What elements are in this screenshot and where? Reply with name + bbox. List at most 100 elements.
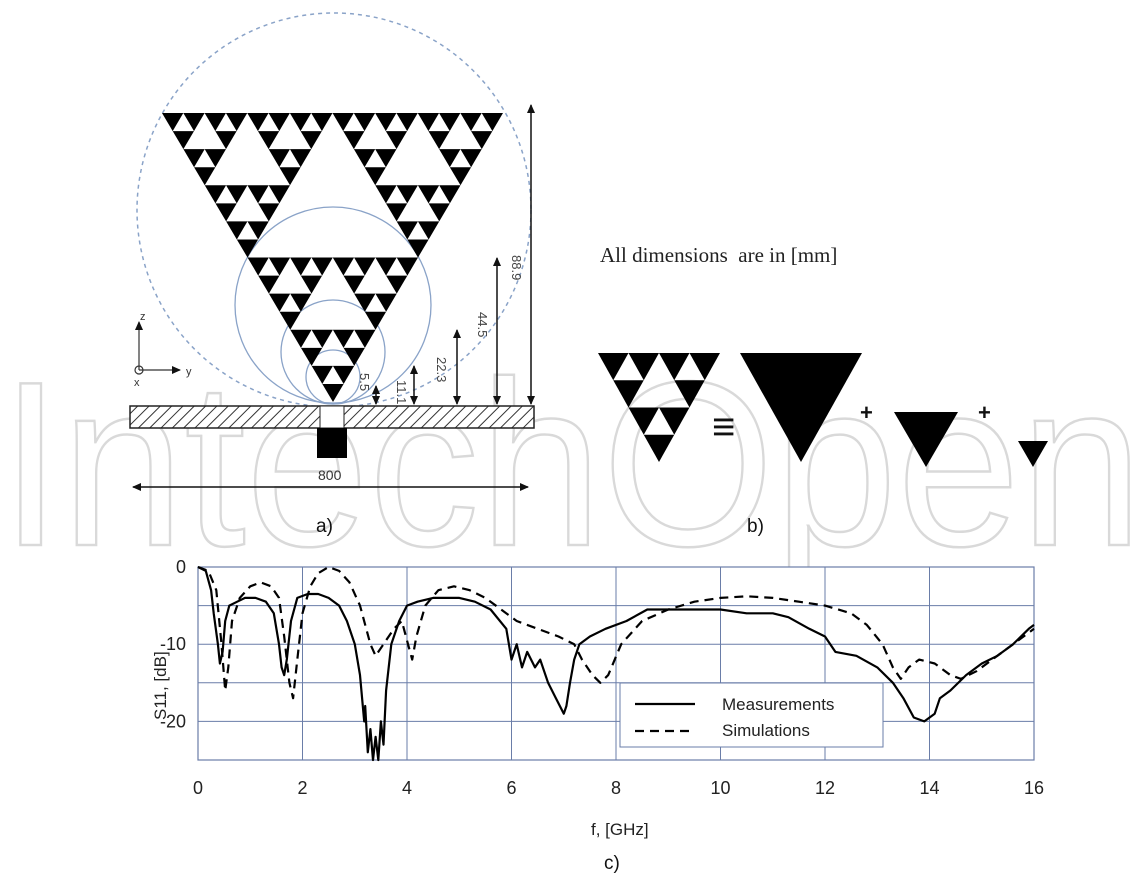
gasket-cell: [353, 113, 376, 132]
gasket-cell: [332, 329, 355, 348]
gasket-cell: [215, 203, 237, 222]
gasket-cell: [311, 329, 333, 348]
gasket-cell: [300, 131, 322, 150]
gasket-cell: [332, 257, 355, 276]
gasket-cell: [172, 131, 194, 150]
gasket-cell: [396, 221, 418, 240]
gasket-cell: [257, 131, 280, 150]
gasket-cell: [236, 239, 259, 258]
dim-label-5-5: 5.5: [357, 373, 372, 391]
gasket-cell: [481, 113, 503, 132]
chart-legend: Measurements Simulations: [619, 682, 884, 748]
gasket-cell: [258, 203, 280, 222]
y-tick-label: -10: [160, 634, 186, 654]
gasket-cell: [290, 293, 312, 312]
equivalence-sign: ≡: [712, 405, 735, 449]
gasket-cell: [332, 365, 355, 384]
gasket-cell: [322, 383, 344, 402]
x-tick-label: 12: [815, 778, 835, 798]
gasket-cell: [194, 167, 216, 186]
series-line-simulations: [197, 565, 1035, 700]
x-tick-label: 2: [297, 778, 307, 798]
series-line-measurements: [197, 566, 1035, 762]
gasket-cell: [375, 293, 397, 312]
gasket-cell: [226, 185, 248, 204]
gasket-cell: [353, 149, 376, 168]
gasket-cell: [689, 353, 720, 381]
gasket-cell: [385, 203, 408, 222]
gasket-cell: [417, 185, 440, 204]
sierpinski-gasket: [162, 113, 503, 402]
gasket-cell: [279, 167, 301, 186]
axis-label-y: y: [186, 366, 192, 378]
caption-b: b): [747, 516, 764, 537]
gasket-cell: [258, 275, 280, 294]
gasket-cell: [247, 185, 269, 204]
plus-sign-1: +: [860, 400, 873, 425]
gasket-cell: [460, 113, 482, 132]
gasket-cell: [364, 311, 387, 330]
radiation-sphere-1: [234, 206, 432, 404]
gasket-cell: [460, 149, 482, 168]
triangle-large: [740, 353, 862, 462]
gasket-cell: [375, 185, 397, 204]
gasket-cell: [268, 185, 290, 204]
y-tick-label: 0: [176, 557, 186, 577]
gasket-cell: [428, 131, 450, 150]
panel-c-s11-chart: 0 2 4 6 8 10 12 14 160-10-20 f, [GHz] S11, [dB] …: [151, 557, 1044, 839]
gasket-cell: [225, 113, 248, 132]
gasket-cell: [439, 185, 461, 204]
gasket-cell: [375, 257, 397, 276]
gasket-cell: [659, 353, 690, 381]
gasket-cell: [417, 221, 440, 240]
gasket-cell: [598, 353, 629, 381]
gasket-cell: [268, 293, 291, 312]
panel-b-decomposition: ≡ + +: [598, 353, 1048, 467]
gasket-cell: [204, 149, 226, 168]
gasket-cell: [215, 131, 237, 150]
axis-label-z: z: [140, 311, 146, 323]
triangle-medium: [894, 412, 958, 467]
x-tick-label: 10: [710, 778, 730, 798]
x-tick-label: 6: [506, 778, 516, 798]
gasket-cell: [268, 149, 290, 168]
gasket-cell: [471, 131, 493, 150]
gasket-cell: [354, 257, 376, 276]
radiation-sphere-3: [305, 349, 361, 405]
x-tick-label: 14: [919, 778, 939, 798]
gasket-cell: [311, 365, 333, 384]
gasket-cell: [439, 113, 461, 132]
chart-grid: [197, 566, 1035, 761]
gasket-cell: [204, 185, 227, 204]
gasket-cell: [396, 185, 418, 204]
gasket-cell: [268, 257, 291, 276]
watermark: IntechOpen: [0, 332, 1143, 595]
gasket-cell: [613, 380, 644, 408]
gasket-cell: [289, 113, 312, 132]
gasket-cell: [311, 113, 333, 132]
gasket-cell: [628, 353, 659, 381]
gasket-cell: [204, 113, 226, 132]
gasket-cell: [417, 113, 440, 132]
gasket-cell: [290, 329, 312, 348]
x-axis-label: f, [GHz]: [591, 820, 649, 839]
gasket-cell: [628, 407, 659, 435]
dim-label-88-9: 88.9: [509, 255, 524, 280]
gasket-cell: [449, 167, 472, 186]
dim-label-44-5: 44.5: [475, 312, 490, 337]
gasket-cell: [343, 275, 365, 294]
axis-label-x: x: [134, 377, 140, 389]
gasket-cell: [674, 380, 705, 408]
chart-tick-labels: 0 2 4 6 8 10 12 14 16 0 -10 -20: [160, 557, 1044, 798]
gasket-cell: [247, 257, 269, 276]
gasket-cell: [343, 131, 365, 150]
gasket-cell: [268, 113, 290, 132]
dim-label-11-1: 11.1: [394, 380, 409, 404]
gasket-cell: [332, 113, 354, 132]
gasket-cell: [247, 113, 269, 132]
gasket-cell: [375, 149, 397, 168]
gasket-cell: [396, 257, 418, 276]
gasket-cell: [386, 275, 408, 294]
gasket-cell: [385, 131, 408, 150]
